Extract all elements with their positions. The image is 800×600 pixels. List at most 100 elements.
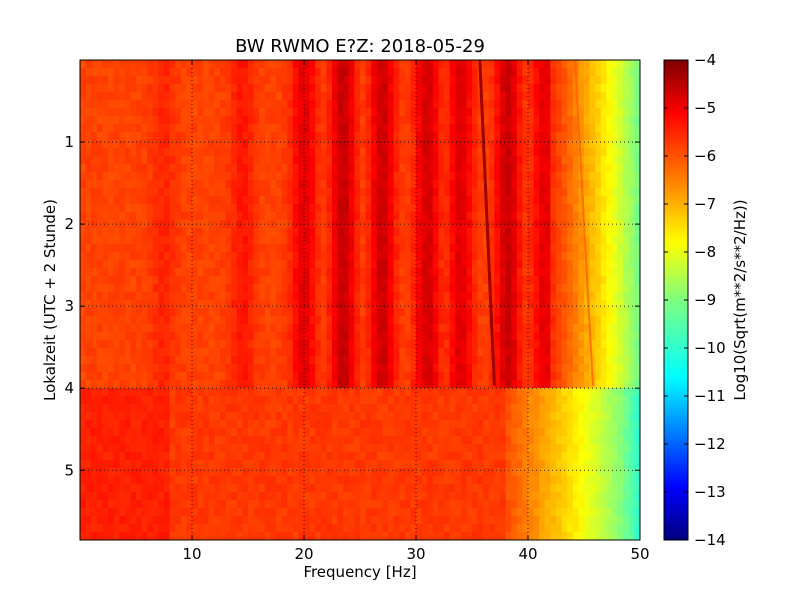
heatmap-cell bbox=[152, 292, 159, 301]
heatmap-cell bbox=[522, 316, 529, 325]
heatmap-cell bbox=[466, 372, 473, 381]
heatmap-cell bbox=[438, 124, 445, 133]
heatmap-cell bbox=[253, 236, 260, 245]
heatmap-cell bbox=[220, 388, 227, 397]
heatmap-cell bbox=[371, 268, 378, 277]
heatmap-cell bbox=[96, 388, 103, 397]
heatmap-cell bbox=[337, 436, 344, 445]
heatmap-cell bbox=[320, 252, 327, 261]
heatmap-cell bbox=[427, 124, 434, 133]
heatmap-cell bbox=[460, 132, 467, 141]
heatmap-cell bbox=[281, 300, 288, 309]
heatmap-cell bbox=[460, 284, 467, 293]
heatmap-cell bbox=[612, 76, 619, 85]
heatmap-cell bbox=[147, 372, 154, 381]
heatmap-cell bbox=[231, 204, 238, 213]
heatmap-cell bbox=[376, 60, 383, 69]
heatmap-cell bbox=[231, 284, 238, 293]
heatmap-cell bbox=[584, 92, 591, 101]
heatmap-cell bbox=[141, 284, 148, 293]
heatmap-cell bbox=[382, 68, 389, 77]
heatmap-cell bbox=[617, 92, 624, 101]
heatmap-cell bbox=[186, 396, 193, 405]
heatmap-cell bbox=[96, 220, 103, 229]
heatmap-cell bbox=[91, 348, 98, 357]
heatmap-cell bbox=[623, 68, 630, 77]
heatmap-cell bbox=[410, 364, 417, 373]
heatmap-cell bbox=[85, 204, 92, 213]
heatmap-cell bbox=[270, 364, 277, 373]
heatmap-cell bbox=[572, 204, 579, 213]
heatmap-cell bbox=[141, 396, 148, 405]
heatmap-cell bbox=[136, 164, 143, 173]
heatmap-cell bbox=[220, 260, 227, 269]
heatmap-cell bbox=[158, 428, 165, 437]
heatmap-cell bbox=[192, 372, 199, 381]
heatmap-cell bbox=[393, 428, 400, 437]
heatmap-cell bbox=[197, 124, 204, 133]
heatmap-cell bbox=[449, 420, 456, 429]
heatmap-cell bbox=[337, 100, 344, 109]
heatmap-cell bbox=[416, 76, 423, 85]
heatmap-cell bbox=[208, 420, 215, 429]
heatmap-cell bbox=[466, 324, 473, 333]
heatmap-cell bbox=[533, 292, 540, 301]
heatmap-cell bbox=[444, 180, 451, 189]
heatmap-cell bbox=[494, 212, 501, 221]
heatmap-cell bbox=[292, 204, 299, 213]
heatmap-cell bbox=[539, 428, 546, 437]
heatmap-cell bbox=[102, 388, 109, 397]
heatmap-cell bbox=[556, 156, 563, 165]
heatmap-cell bbox=[276, 196, 283, 205]
chart-title: BW RWMO E?Z: 2018-05-29 bbox=[235, 36, 485, 57]
heatmap-cell bbox=[192, 444, 199, 453]
heatmap-cell bbox=[617, 244, 624, 253]
heatmap-cell bbox=[225, 196, 232, 205]
heatmap-cell bbox=[253, 372, 260, 381]
heatmap-cell bbox=[326, 116, 333, 125]
heatmap-cell bbox=[388, 188, 395, 197]
heatmap-cell bbox=[516, 244, 523, 253]
heatmap-cell bbox=[102, 132, 109, 141]
heatmap-cell bbox=[264, 84, 271, 93]
heatmap-cell bbox=[220, 108, 227, 117]
heatmap-cell bbox=[332, 124, 339, 133]
heatmap-cell bbox=[236, 308, 243, 317]
heatmap-cell bbox=[186, 180, 193, 189]
heatmap-cell bbox=[388, 172, 395, 181]
heatmap-cell bbox=[242, 276, 249, 285]
heatmap-cell bbox=[220, 404, 227, 413]
heatmap-cell bbox=[220, 324, 227, 333]
heatmap-cell bbox=[259, 292, 266, 301]
heatmap-cell bbox=[80, 76, 87, 85]
heatmap-cell bbox=[488, 452, 495, 461]
heatmap-cell bbox=[96, 348, 103, 357]
heatmap-cell bbox=[320, 332, 327, 341]
heatmap-cell bbox=[466, 108, 473, 117]
heatmap-cell bbox=[136, 76, 143, 85]
heatmap-cell bbox=[180, 236, 187, 245]
heatmap-cell bbox=[276, 148, 283, 157]
heatmap-cell bbox=[113, 204, 120, 213]
heatmap-cell bbox=[365, 108, 372, 117]
heatmap-cell bbox=[533, 444, 540, 453]
heatmap-cell bbox=[332, 388, 339, 397]
heatmap-cell bbox=[130, 60, 137, 69]
heatmap-cell bbox=[80, 204, 87, 213]
heatmap-cell bbox=[96, 148, 103, 157]
heatmap-cell bbox=[119, 76, 126, 85]
heatmap-cell bbox=[124, 372, 131, 381]
heatmap-cell bbox=[505, 292, 512, 301]
heatmap-cell bbox=[225, 156, 232, 165]
heatmap-cell bbox=[259, 444, 266, 453]
heatmap-cell bbox=[399, 380, 406, 389]
heatmap-cell bbox=[516, 148, 523, 157]
heatmap-cell bbox=[522, 76, 529, 85]
heatmap-cell bbox=[483, 388, 490, 397]
heatmap-cell bbox=[214, 108, 221, 117]
heatmap-cell bbox=[231, 380, 238, 389]
heatmap-cell bbox=[410, 284, 417, 293]
heatmap-cell bbox=[483, 444, 490, 453]
heatmap-cell bbox=[80, 444, 87, 453]
heatmap-cell bbox=[427, 348, 434, 357]
